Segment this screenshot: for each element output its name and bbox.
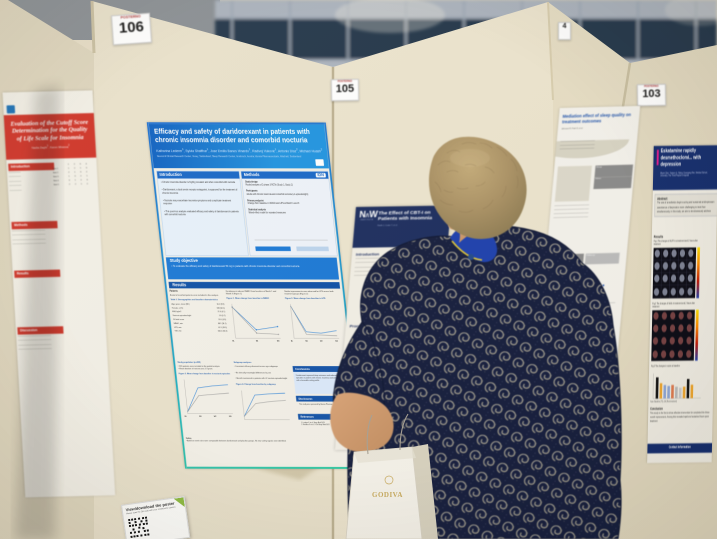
svg-text:GODIVA: GODIVA <box>372 491 403 499</box>
